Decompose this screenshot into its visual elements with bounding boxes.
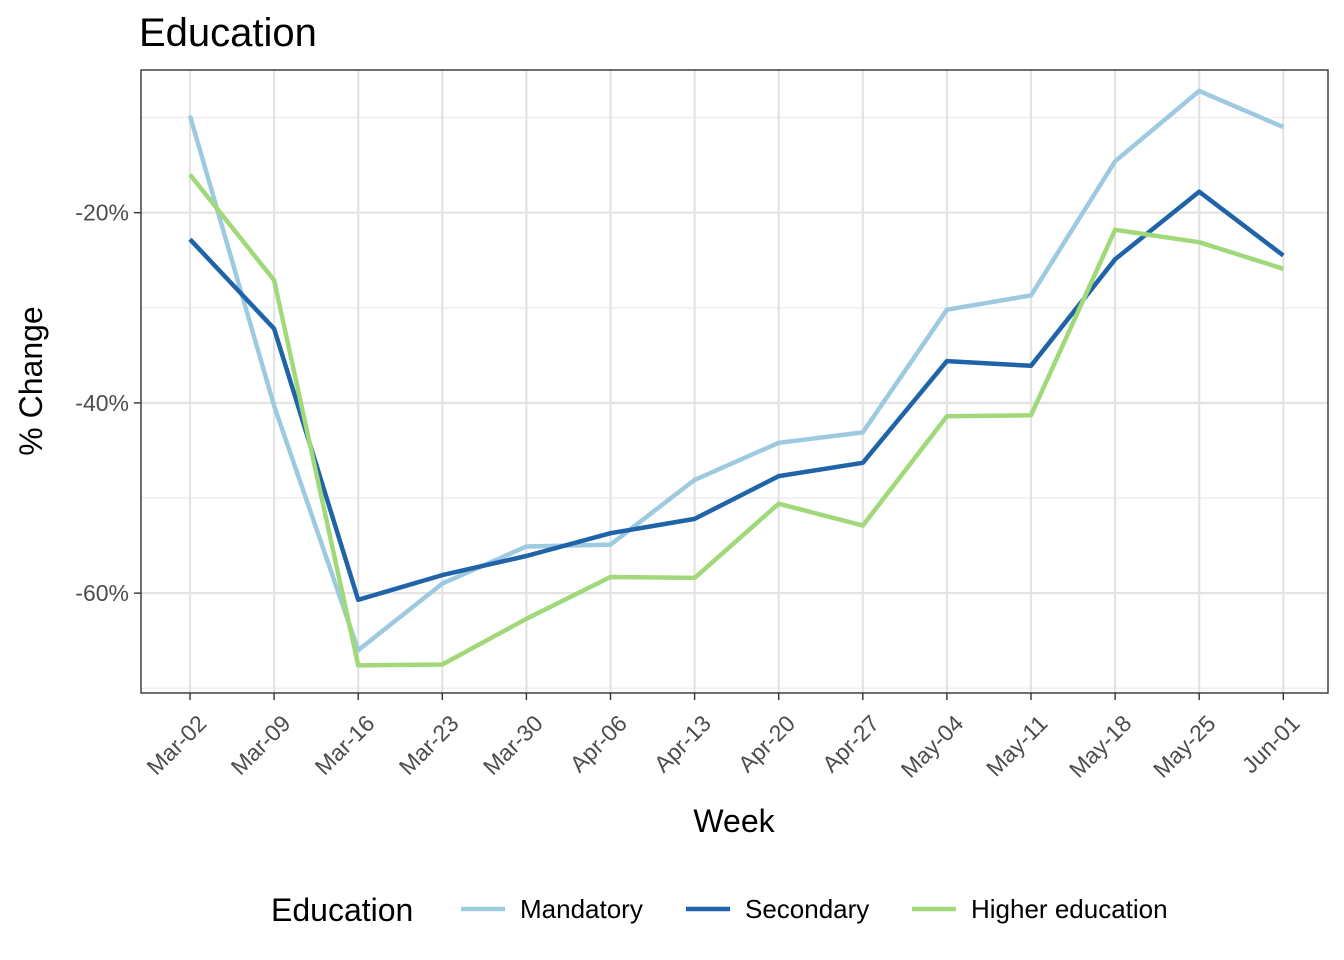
x-tick-label: Apr-27 — [817, 710, 884, 777]
x-tick-label: May-18 — [1064, 710, 1137, 783]
x-tick-label: May-11 — [981, 710, 1052, 781]
legend-title: Education — [271, 892, 413, 928]
x-tick-label: Apr-13 — [649, 710, 716, 777]
series-lines — [187, 88, 1285, 668]
y-tick-label: -40% — [75, 390, 129, 416]
x-tick-label: Jun-01 — [1237, 710, 1305, 778]
legend-label: Mandatory — [520, 894, 643, 924]
y-tick-label: -60% — [75, 580, 129, 606]
x-tick-label: Mar-16 — [310, 710, 380, 780]
y-axis-title: % Change — [13, 306, 49, 455]
x-axis-title: Week — [693, 803, 775, 839]
x-tick-label: Mar-02 — [142, 710, 212, 780]
x-tick-label: Mar-30 — [478, 710, 548, 780]
x-tick-label: May-25 — [1148, 710, 1221, 783]
y-axis: -20% -40% -60% — [75, 200, 141, 606]
x-tick-label: Mar-23 — [394, 710, 464, 780]
grid — [141, 70, 1328, 693]
x-tick-label: May-04 — [896, 710, 969, 783]
series-line-secondary — [188, 189, 1285, 603]
x-tick-label: Apr-06 — [565, 710, 632, 777]
x-tick-label: Apr-20 — [733, 710, 800, 777]
plot-panel-border — [140, 69, 1329, 694]
legend-label: Secondary — [745, 894, 869, 924]
x-tick-label: Mar-09 — [226, 710, 296, 780]
legend-label: Higher education — [971, 894, 1168, 924]
legend: Education Mandatory Secondary Higher educat… — [271, 892, 1168, 928]
chart-title: Education — [139, 11, 317, 55]
series-line-mandatory — [187, 88, 1285, 653]
x-axis: Mar-02 Mar-09 Mar-16 Mar-23 Mar-30 Apr-06 Apr-… — [142, 693, 1305, 783]
series-line-higher-education — [188, 173, 1284, 668]
y-tick-label: -20% — [75, 200, 129, 226]
